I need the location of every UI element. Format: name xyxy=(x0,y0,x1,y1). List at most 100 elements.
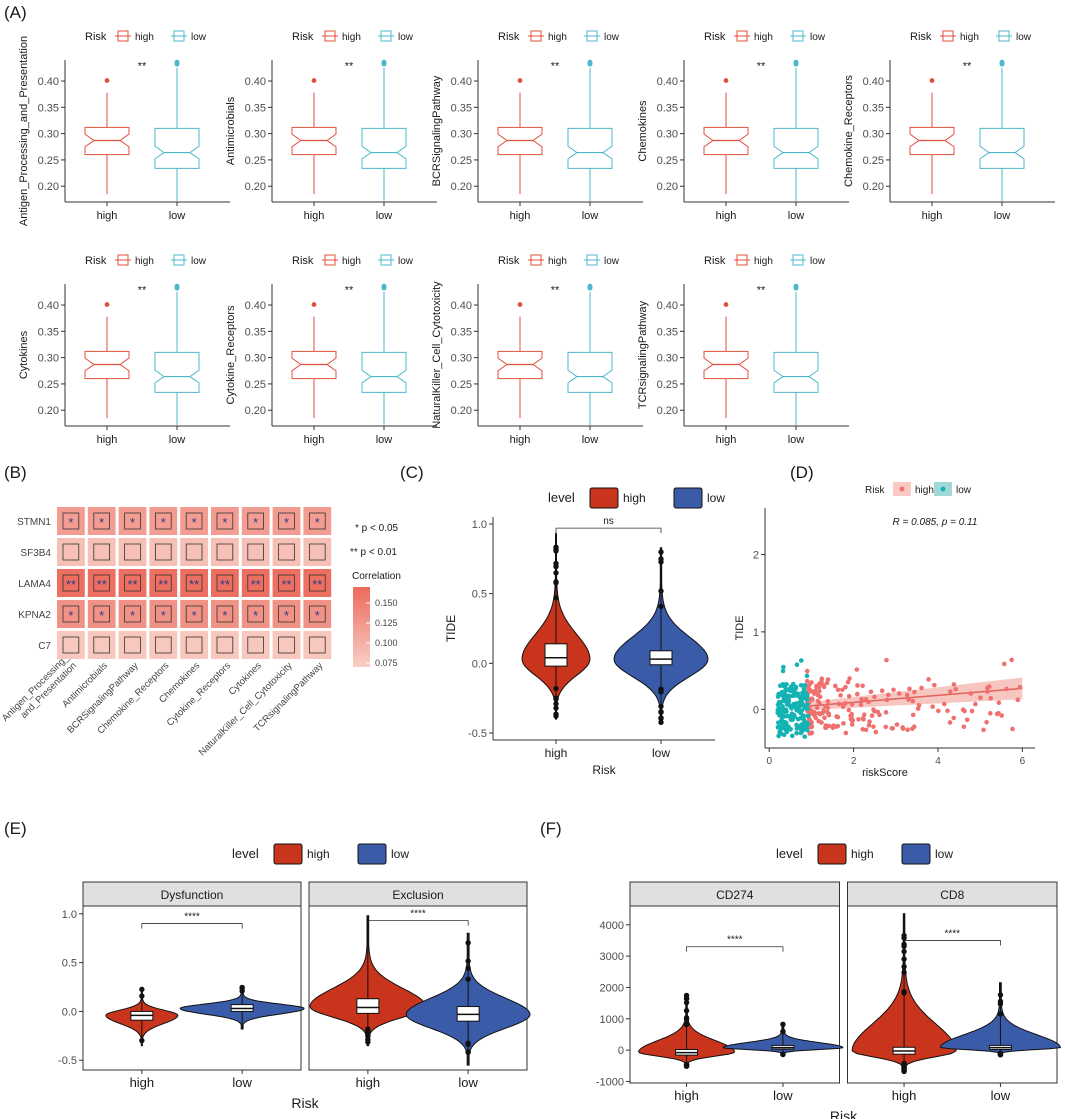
legend-title: Risk xyxy=(704,255,726,267)
heatmap-cell xyxy=(303,507,332,535)
scatter-point-high xyxy=(915,706,921,711)
heatmap-cell xyxy=(241,538,270,566)
boxplot-ylabel: Chemokine_Receptors xyxy=(843,75,855,187)
boxplot-x-tick-label: low xyxy=(994,210,1011,222)
heatmap-cell-frame xyxy=(185,636,203,654)
heatmap-cell xyxy=(87,569,116,597)
scatter-point-low xyxy=(781,732,787,738)
legend-title: Risk xyxy=(85,255,107,267)
heatmap-cell xyxy=(303,538,332,566)
heatmap-cell-frame xyxy=(308,512,326,530)
scatter-point-low xyxy=(789,733,795,739)
panelF-facet-y-tick-label: 0 xyxy=(618,1045,624,1057)
scatter-point-high xyxy=(984,719,989,725)
scatter-point-high xyxy=(872,694,877,700)
boxplot-x-tick-label: low xyxy=(582,210,599,222)
boxplot-y-tick-label: 0.30 xyxy=(657,353,678,365)
scatter-point-high xyxy=(905,727,910,733)
x-axis-title: Risk xyxy=(830,1108,858,1119)
violin-outlier xyxy=(465,1049,471,1056)
heatmap-cell-frame xyxy=(278,543,295,561)
boxplot-panel: Risk high low 0.20 0.25 0.30 0.35 0.40 high low Na… xyxy=(431,254,643,446)
significance-bracket xyxy=(903,940,1001,946)
violin-outlier xyxy=(553,580,559,586)
legend-key-box xyxy=(736,30,748,42)
scatter-point-high xyxy=(840,702,846,708)
heatmap-mark: ** xyxy=(220,577,230,592)
scatter-point-low xyxy=(789,711,795,717)
panelF-facet-y-tick-label: -1000 xyxy=(596,1076,624,1088)
significance-label: ** xyxy=(138,284,147,296)
scatter-point-high xyxy=(912,689,917,695)
significance-label: **** xyxy=(944,928,960,939)
boxplot-y-tick-label: 0.35 xyxy=(863,102,884,114)
violin-outlier xyxy=(901,948,907,955)
legend-key-high xyxy=(273,843,303,865)
legend-label-low: low xyxy=(1016,32,1032,43)
heatmap-cell xyxy=(180,569,208,597)
scatter-point-high xyxy=(816,688,822,694)
legend-label-high: high xyxy=(754,256,773,267)
heatmap-cell-frame xyxy=(154,636,172,654)
scatter-point-high xyxy=(814,705,820,711)
scatter-point-high xyxy=(835,714,841,720)
boxplot-x-tick-label: low xyxy=(788,210,805,222)
heatmap-cell-frame xyxy=(278,636,295,654)
heatmap-cell-frame xyxy=(216,605,234,623)
scatter-point-low xyxy=(778,700,783,706)
heatmap-cell-frame xyxy=(62,543,80,561)
heatmap-cell xyxy=(303,600,332,628)
legend-key-box xyxy=(380,30,392,42)
boxplot-y-tick-label: 0.40 xyxy=(451,76,472,88)
heatmap-cell xyxy=(87,538,116,566)
boxplot-y-tick-label: 0.20 xyxy=(451,181,472,193)
legend-key-dot xyxy=(899,486,905,492)
heatmap-cell-frame xyxy=(93,574,111,592)
scatter-point-low xyxy=(800,690,805,696)
boxplot-ylabel: NaturalKiller_Cell_Cytotoxicity xyxy=(431,281,443,429)
scatter-point-low xyxy=(781,664,786,670)
scatter-point-low xyxy=(781,710,787,716)
boxplot-x-tick-label: high xyxy=(510,210,531,222)
scatter-point-low xyxy=(780,714,785,720)
heatmap-mark: ** xyxy=(158,577,168,592)
violin-outlier xyxy=(553,595,559,601)
boxplot-x-tick-label: low xyxy=(788,434,805,446)
facet-title: CD8 xyxy=(940,888,964,902)
scatter-point-high xyxy=(817,700,822,706)
legend-key-box xyxy=(530,254,542,266)
scatter-point-high xyxy=(822,715,827,721)
scatter-point-high xyxy=(996,700,1002,706)
violin-outlier xyxy=(780,1021,786,1027)
boxplot-x-tick-label: high xyxy=(304,210,325,222)
scatter-point-low xyxy=(783,720,789,726)
scatter-point-low xyxy=(776,705,782,711)
heatmap-cell-frame xyxy=(216,636,234,654)
boxplot-ylabel: Antimicrobials xyxy=(225,96,237,165)
outlier-point xyxy=(723,302,729,307)
panelE-facet-x-tick-label: low xyxy=(232,1075,252,1090)
outlier-point xyxy=(104,78,110,83)
violin-outlier xyxy=(997,1011,1004,1017)
heatmap-cell-frame xyxy=(154,605,172,623)
legend-key-dot xyxy=(940,486,946,492)
scatter-point-high xyxy=(945,708,950,714)
heatmap-cell-frame xyxy=(216,574,234,592)
violin-outlier xyxy=(683,999,690,1006)
notched-box-low xyxy=(773,351,819,393)
boxplot-y-tick-label: 0.35 xyxy=(451,102,472,114)
scatter-point-low xyxy=(789,706,794,711)
notched-box-low xyxy=(361,351,407,393)
panel-f-violins: level high low -1000 0 1000 2000 3000 4000 CD274 h… xyxy=(596,843,1062,1119)
notched-box-low xyxy=(567,127,613,169)
legend-title: Risk xyxy=(910,31,932,43)
scatter-point-low xyxy=(780,668,786,674)
boxplot-y-tick-label: 0.20 xyxy=(245,405,266,417)
legend-key-high xyxy=(817,843,847,865)
notched-box-low xyxy=(361,127,407,169)
boxplot-y-tick-label: 0.35 xyxy=(451,326,472,338)
heatmap-cell-frame xyxy=(124,512,141,530)
heatmap-cell-frame xyxy=(154,543,172,561)
heatmap-cell xyxy=(149,631,178,659)
